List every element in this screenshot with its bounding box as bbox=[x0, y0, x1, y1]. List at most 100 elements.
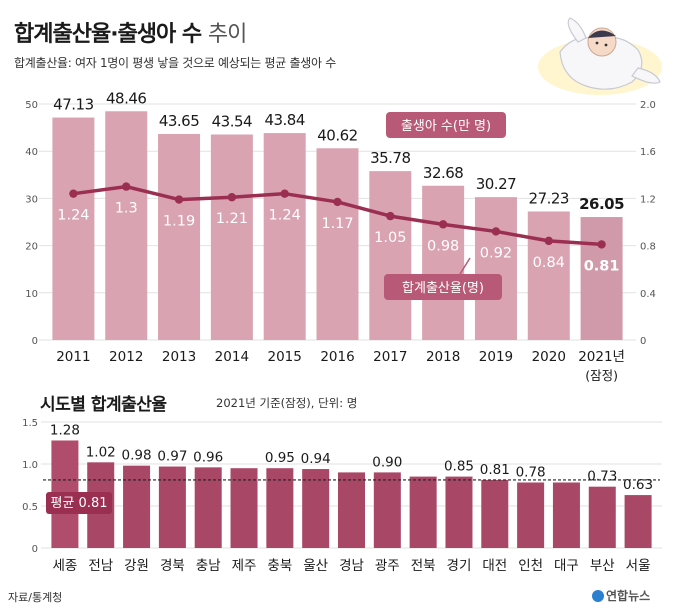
bar bbox=[527, 211, 570, 340]
bar-value-label: 0.90 bbox=[372, 454, 402, 470]
x-tick-label: 부산 bbox=[590, 558, 615, 574]
bar-value-label: 43.54 bbox=[212, 112, 252, 130]
x-tick-label: 2020 bbox=[532, 349, 566, 365]
regional-chart-note: 2021년 기준(잠정), 단위: 명 bbox=[216, 396, 358, 410]
x-tick-label: 2017 bbox=[373, 349, 407, 365]
bar-value-label: 1.02 bbox=[86, 444, 116, 460]
x-tick-note: (잠정) bbox=[585, 368, 618, 383]
bar bbox=[105, 111, 148, 340]
bar bbox=[445, 476, 473, 548]
chart-title: 합계출산율·출생아 수 추이 bbox=[14, 22, 247, 47]
bar bbox=[624, 495, 652, 548]
bar bbox=[409, 476, 437, 548]
y-tick-right: 0.4 bbox=[640, 289, 656, 300]
line-value-label: 1.05 bbox=[374, 230, 406, 246]
bar-value-label: 48.46 bbox=[106, 89, 146, 107]
y-tick-right: 2.0 bbox=[640, 100, 656, 111]
x-tick-label: 울산 bbox=[303, 558, 328, 574]
bar-value-label: 1.28 bbox=[50, 422, 80, 438]
line-point bbox=[544, 236, 553, 246]
average-label: 평균 0.81 bbox=[51, 496, 108, 511]
line-value-label: 0.84 bbox=[533, 255, 565, 271]
bar bbox=[373, 472, 401, 548]
x-tick-label: 2013 bbox=[162, 349, 196, 365]
y-tick: 1.0 bbox=[22, 460, 38, 471]
x-tick-label: 경북 bbox=[160, 558, 185, 574]
x-tick-label: 대전 bbox=[482, 558, 507, 574]
x-tick-label: 세종 bbox=[52, 558, 77, 574]
x-tick-label: 서울 bbox=[626, 558, 651, 574]
line-point bbox=[491, 227, 501, 236]
bar-value-label: 32.68 bbox=[423, 164, 463, 182]
y-tick-left: 50 bbox=[25, 100, 38, 111]
y-tick-left: 10 bbox=[25, 289, 38, 300]
line-point bbox=[438, 220, 448, 229]
bar-value-label: 0.78 bbox=[516, 464, 546, 480]
y-tick: 0.5 bbox=[22, 502, 38, 513]
bar-value-label: 0.94 bbox=[301, 451, 331, 467]
x-tick-label: 2015 bbox=[268, 349, 302, 365]
line-point bbox=[69, 189, 78, 198]
line-value-label: 1.17 bbox=[321, 216, 353, 232]
x-tick-label: 2021년 bbox=[578, 349, 625, 365]
line-point bbox=[597, 240, 606, 249]
x-tick-label: 전북 bbox=[411, 558, 436, 574]
bar bbox=[52, 117, 95, 340]
bar-value-label: 26.05 bbox=[579, 195, 624, 213]
line-value-label: 0.98 bbox=[427, 238, 459, 254]
line-value-label: 1.19 bbox=[163, 214, 195, 230]
bar bbox=[266, 468, 294, 548]
x-tick-label: 인천 bbox=[518, 558, 543, 574]
y-tick-left: 20 bbox=[25, 242, 38, 253]
bar bbox=[369, 171, 412, 340]
bar bbox=[338, 472, 365, 548]
bar bbox=[210, 134, 253, 340]
bar-value-label: 27.23 bbox=[529, 189, 569, 207]
bar-value-label: 0.95 bbox=[265, 450, 295, 466]
bar bbox=[302, 469, 330, 548]
credit-logo: 연합뉴스 bbox=[592, 587, 650, 604]
x-tick-label: 경기 bbox=[447, 558, 472, 574]
legend-bars-label: 출생아 수(만 명) bbox=[401, 119, 491, 134]
x-tick-label: 2011 bbox=[56, 349, 90, 365]
bar bbox=[158, 133, 201, 340]
bar bbox=[158, 466, 186, 548]
bar-value-label: 40.62 bbox=[317, 126, 357, 144]
average-label-box bbox=[46, 491, 112, 514]
y-tick-right: 1.2 bbox=[640, 194, 656, 205]
line-value-label: 1.24 bbox=[57, 208, 89, 224]
bar bbox=[316, 148, 359, 340]
bar-value-label: 35.78 bbox=[370, 149, 410, 167]
bar bbox=[588, 486, 616, 548]
y-tick-left: 40 bbox=[25, 147, 38, 158]
x-tick-label: 2016 bbox=[320, 349, 354, 365]
bar bbox=[422, 185, 465, 340]
y-tick-right: 0 bbox=[640, 336, 646, 347]
bar-value-label: 47.13 bbox=[53, 96, 93, 114]
y-tick-left: 30 bbox=[25, 194, 38, 205]
x-tick-label: 강원 bbox=[124, 558, 149, 574]
x-tick-label: 경남 bbox=[339, 558, 364, 574]
x-tick-label: 전남 bbox=[88, 558, 113, 574]
y-tick-right: 0.8 bbox=[640, 242, 656, 253]
x-tick-label: 대구 bbox=[554, 558, 579, 574]
bar bbox=[194, 467, 222, 548]
x-tick-label: 2018 bbox=[426, 349, 460, 365]
line-value-label: 0.81 bbox=[584, 258, 620, 274]
bar-value-label: 0.96 bbox=[193, 449, 223, 465]
x-tick-label: 2012 bbox=[109, 349, 143, 365]
regional-chart-title: 시도별 합계출산율 bbox=[40, 395, 167, 415]
source-text: 자료/통계청 bbox=[8, 591, 63, 604]
bar bbox=[263, 133, 306, 340]
y-tick-right: 1.6 bbox=[640, 147, 656, 158]
bar-value-label: 0.85 bbox=[444, 459, 474, 475]
line-point bbox=[122, 182, 131, 191]
x-tick-label: 제주 bbox=[232, 558, 257, 574]
bar bbox=[580, 217, 623, 340]
y-tick: 0 bbox=[32, 544, 38, 555]
bar bbox=[230, 468, 258, 548]
line-value-label: 1.24 bbox=[269, 208, 301, 224]
bar-value-label: 43.65 bbox=[159, 112, 199, 130]
line-point bbox=[333, 197, 342, 207]
